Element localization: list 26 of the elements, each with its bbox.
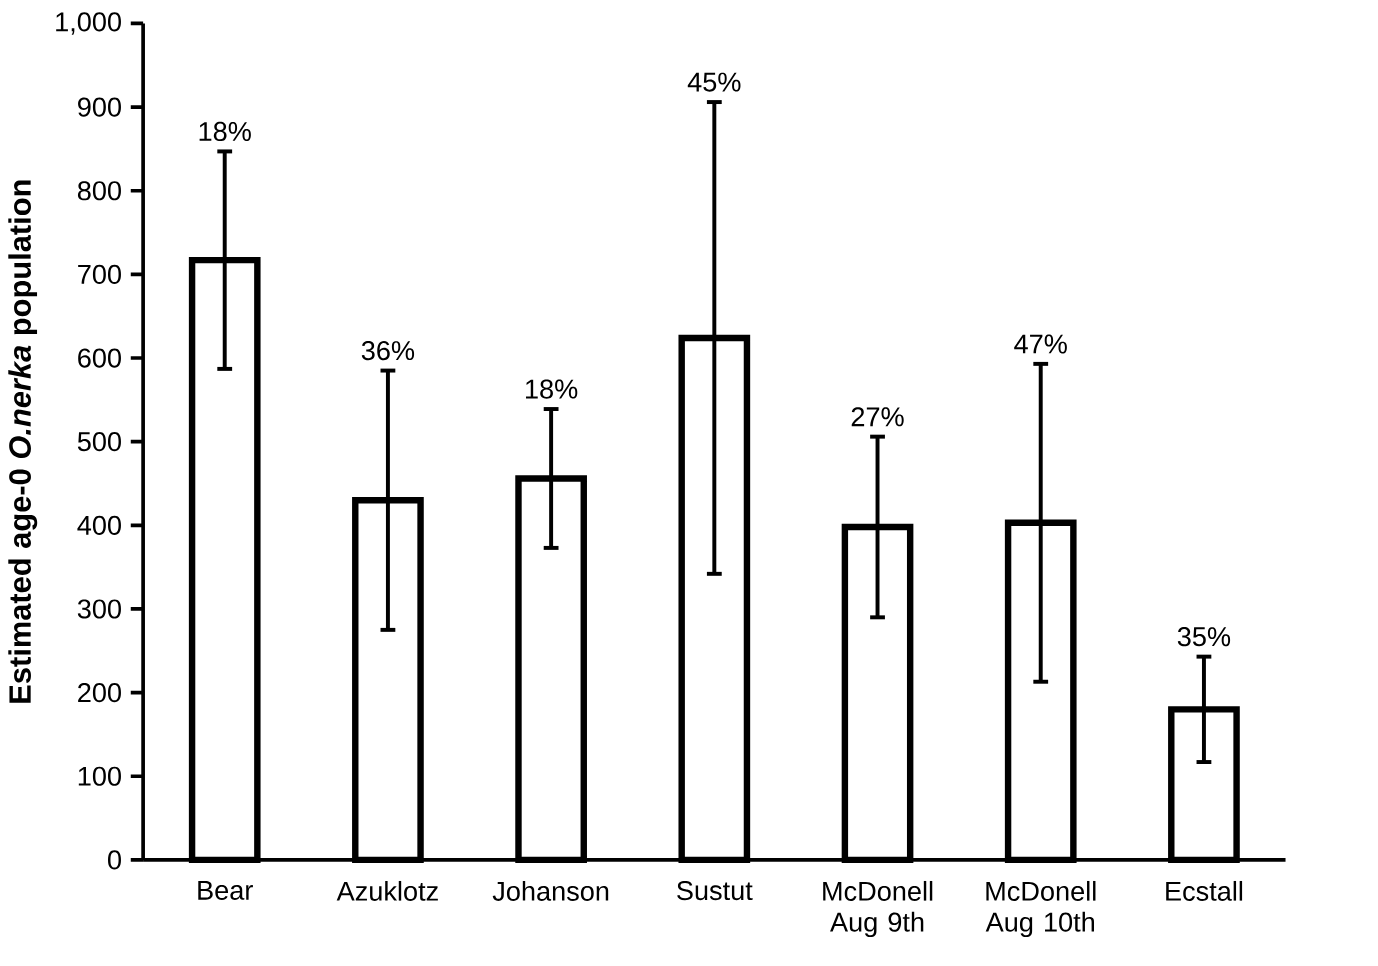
y-tick-label: 100 [78,766,121,786]
annotation: 18% [199,121,251,142]
y-tick-label: 500 [77,432,121,452]
x-tick-label: Bear [198,880,253,900]
x-tick-label: Johanson [492,880,609,901]
annotation: 27% [851,407,904,427]
y-tick-label: 900 [78,97,121,117]
y-tick-label: 1,000 [56,12,121,35]
x-tick-label: Ecstall [1166,880,1243,901]
annotation: 45% [687,72,741,92]
x-tick-label: McDonell Aug 10th [985,880,1096,938]
y-axis-title: Estimated age-0 O.nerka population [8,180,38,703]
annotation: 35% [1177,627,1231,647]
x-tick-label: Azuklotz [336,880,438,901]
annotation: 36% [361,341,415,361]
y-tick-label: 300 [77,599,121,619]
y-tick-label: 600 [78,348,121,368]
y-tick-label: 0 [108,850,121,870]
annotation: 18% [526,379,578,399]
annotation: 47% [1014,334,1067,354]
y-tick-label: 700 [78,264,121,284]
y-tick-label: 800 [77,181,121,201]
x-tick-label: McDonell Aug 9th [823,880,933,938]
x-tick-label: Sustut [677,880,753,901]
y-tick-label: 400 [77,515,121,535]
y-tick-label: 200 [78,683,121,703]
